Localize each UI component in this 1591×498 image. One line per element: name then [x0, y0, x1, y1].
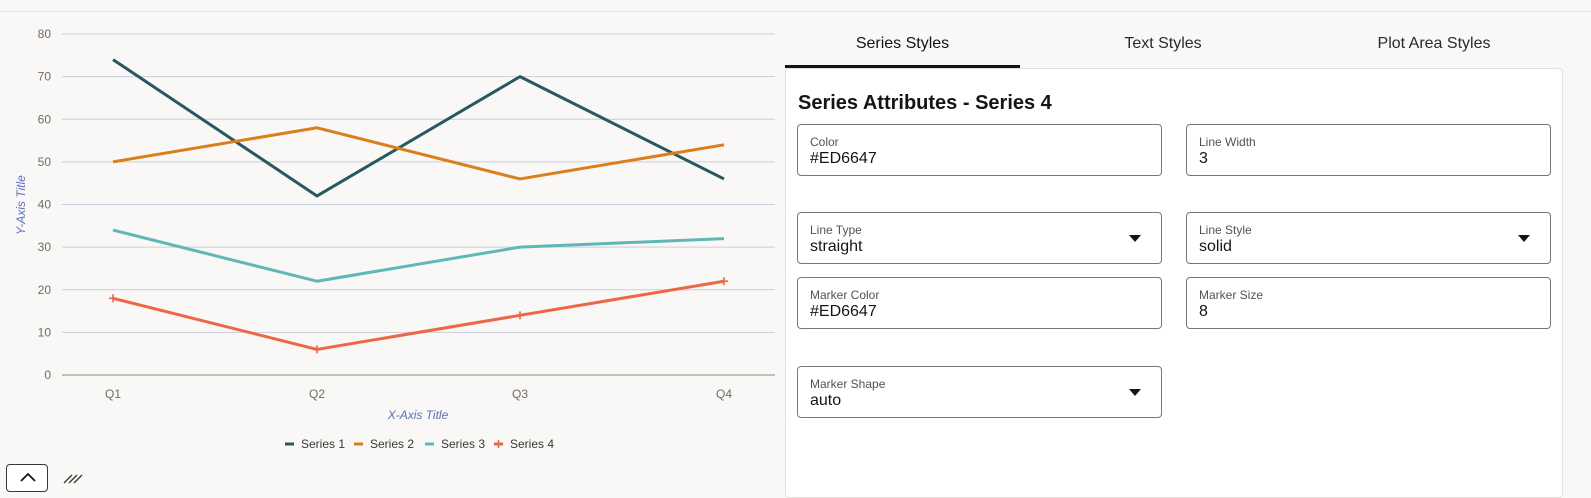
- line-style-value: solid: [1199, 238, 1232, 255]
- data-point-marker: [720, 277, 728, 286]
- marker-size-value: 8: [1199, 303, 1208, 320]
- line-width-field[interactable]: Line Width 3: [1186, 124, 1551, 176]
- y-tick-label: 70: [38, 70, 52, 84]
- y-tick-label: 80: [38, 27, 52, 41]
- line-type-select[interactable]: Line Type straight: [797, 212, 1162, 264]
- x-tick-label: Q3: [512, 387, 528, 401]
- chevron-up-icon: [20, 472, 36, 482]
- data-point-marker: [516, 311, 524, 320]
- y-axis-title: Y-Axis Title: [14, 175, 28, 235]
- color-field[interactable]: Color #ED6647: [797, 124, 1162, 176]
- legend-item-4: Series 4: [510, 437, 554, 451]
- chart-canvas: 0 10 20 30 40 50 60 70 80 Q1 Q2 Q3 Q4 X-Axis Title Y-A…: [14, 27, 775, 451]
- series-line-4: [112, 279, 725, 351]
- series-attributes-panel: Series Attributes - Series 4 Color #ED66…: [785, 68, 1563, 498]
- tab-plot-area-styles[interactable]: Plot Area Styles: [1377, 35, 1491, 52]
- series-line-1: [112, 58, 725, 198]
- y-tick-label: 10: [38, 325, 52, 339]
- color-label: Color: [810, 135, 839, 149]
- y-tick-label: 50: [38, 155, 52, 169]
- series-line-3: [112, 228, 725, 283]
- line-width-label: Line Width: [1199, 135, 1256, 149]
- marker-color-value: #ED6647: [810, 303, 877, 320]
- x-axis-title: X-Axis Title: [387, 408, 449, 422]
- chevron-down-icon[interactable]: [1129, 235, 1141, 242]
- marker-shape-value: auto: [810, 392, 842, 409]
- top-divider: [0, 11, 1591, 12]
- line-chart: 0 10 20 30 40 50 60 70 80 Q1 Q2 Q3 Q4 X-Axis Title Y-A…: [0, 0, 790, 487]
- marker-color-field[interactable]: Marker Color #ED6647: [797, 277, 1162, 329]
- line-width-value: 3: [1199, 150, 1208, 167]
- y-tick-label: 0: [44, 368, 51, 382]
- legend-item-3: Series 3: [441, 437, 485, 451]
- line-type-value: straight: [810, 238, 863, 255]
- marker-shape-label: Marker Shape: [810, 377, 886, 391]
- x-tick-label: Q4: [716, 387, 732, 401]
- marker-size-field[interactable]: Marker Size 8: [1186, 277, 1551, 329]
- y-tick-label: 40: [38, 198, 52, 212]
- line-style-select[interactable]: Line Style solid: [1186, 212, 1551, 264]
- legend-item-2: Series 2: [370, 437, 414, 451]
- panel-title: Series Attributes - Series 4: [798, 92, 1052, 114]
- tab-text-styles[interactable]: Text Styles: [1124, 35, 1202, 52]
- line-type-label: Line Type: [810, 223, 862, 237]
- y-tick-label: 20: [38, 283, 52, 297]
- x-tick-label: Q1: [105, 387, 121, 401]
- style-tabs: Series Styles Text Styles Plot Area Styl…: [785, 22, 1585, 68]
- marker-size-label: Marker Size: [1199, 288, 1264, 302]
- tab-series-styles[interactable]: Series Styles: [785, 22, 1020, 68]
- marker-shape-select[interactable]: Marker Shape auto: [797, 366, 1162, 418]
- series-line-2: [112, 126, 725, 181]
- x-tick-label: Q2: [309, 387, 325, 401]
- line-style-label: Line Style: [1199, 223, 1252, 237]
- resize-handle-icon[interactable]: [62, 470, 84, 484]
- color-value: #ED6647: [810, 150, 877, 167]
- marker-color-label: Marker Color: [810, 288, 880, 302]
- y-tick-label: 30: [38, 240, 52, 254]
- chevron-down-icon[interactable]: [1518, 235, 1530, 242]
- data-point-marker: [313, 345, 321, 354]
- chevron-down-icon[interactable]: [1129, 389, 1141, 396]
- data-point-marker: [109, 294, 117, 303]
- collapse-button[interactable]: [6, 464, 48, 492]
- y-tick-label: 60: [38, 112, 52, 126]
- legend-item-1: Series 1: [301, 437, 345, 451]
